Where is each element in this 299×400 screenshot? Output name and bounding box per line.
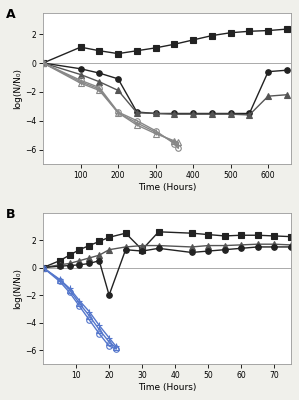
Y-axis label: log(N/N₀): log(N/N₀) (13, 268, 22, 309)
Text: B: B (6, 208, 16, 221)
Text: A: A (6, 8, 16, 21)
Y-axis label: log(N/N₀): log(N/N₀) (13, 68, 22, 109)
X-axis label: Time (Hours): Time (Hours) (138, 383, 196, 392)
X-axis label: Time (Hours): Time (Hours) (138, 183, 196, 192)
